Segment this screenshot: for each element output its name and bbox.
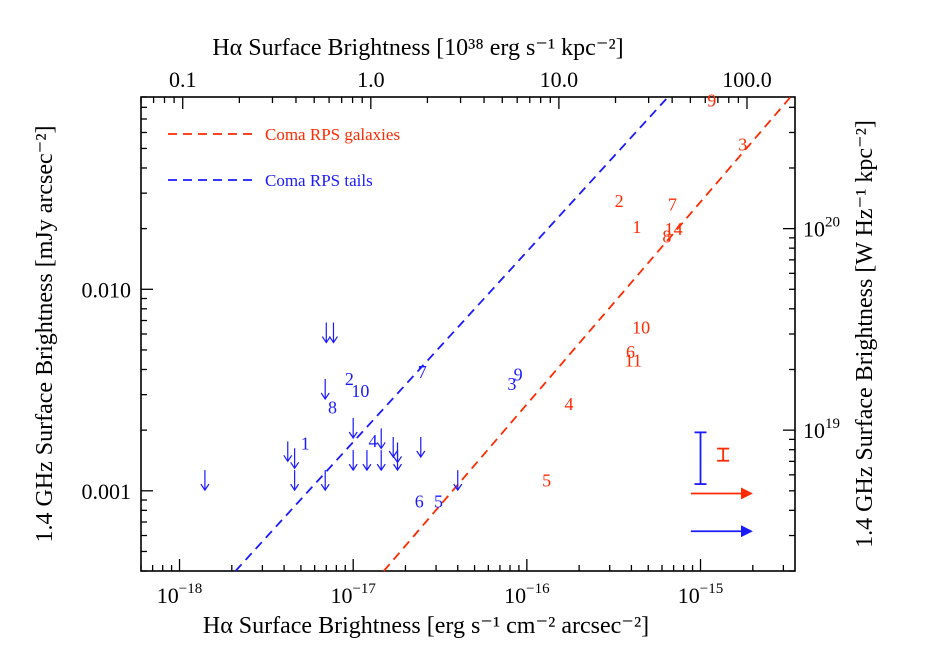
galaxy-point-7: 7: [668, 194, 677, 214]
galaxy-point-3: 3: [738, 134, 747, 154]
top-tick-label: 0.1: [169, 67, 197, 92]
bottom-tick-label: 10−15: [678, 581, 723, 608]
legend-label: Coma RPS galaxies: [265, 125, 400, 144]
galaxy-point-2: 2: [615, 191, 624, 211]
top-tick-label: 100.0: [722, 67, 772, 92]
tail-point-10: 10: [351, 381, 369, 401]
upper-limit-arrow: [376, 450, 386, 472]
plot-frame: [140, 96, 796, 572]
error-bar-galaxies: [717, 447, 730, 462]
tail-point-7: 7: [418, 362, 427, 382]
right-tick-label: 1020: [803, 215, 840, 242]
upper-limit-arrow: [290, 470, 300, 492]
right-tick-label: 1019: [803, 416, 840, 443]
top-tick-label: 10.0: [540, 67, 579, 92]
tail-point-4: 4: [368, 431, 377, 451]
upper-limit-arrow: [376, 428, 386, 450]
left-tick-label: 0.001: [82, 479, 132, 504]
y-axis-title-right: 1.4 GHz Surface Brightness [W Hz⁻¹ kpc⁻²…: [852, 120, 878, 548]
tail-point-9: 9: [514, 364, 523, 384]
fit-line-galaxies: [383, 96, 792, 572]
upper-limit-arrow: [388, 436, 398, 459]
galaxy-point-1: 1: [632, 217, 641, 237]
upper-limit-arrow: [320, 379, 330, 401]
galaxy-point-4: 4: [565, 394, 574, 414]
x-axis-title-bottom: Hα Surface Brightness [erg s⁻¹ cm⁻² arcs…: [203, 613, 649, 639]
error-bars-and-limit-arrows: [690, 431, 753, 538]
upper-limit-arrow: [328, 322, 338, 344]
y-axis-title-left: 1.4 GHz Surface Brightness [mJy arcsec⁻²…: [32, 125, 58, 542]
fit-lines: [234, 96, 792, 572]
upper-limit-arrow: [416, 436, 426, 459]
bottom-tick-label: 10−17: [330, 581, 376, 608]
galaxy-point-5: 5: [542, 470, 551, 490]
galaxy-point-10: 10: [632, 318, 650, 338]
galaxy-point-9: 9: [707, 90, 716, 110]
plot-border: [140, 96, 796, 572]
upper-limit-arrow: [290, 448, 300, 470]
upper-limit-arrow: [283, 441, 293, 463]
bottom-tick-label: 10−18: [157, 581, 202, 608]
upper-limit-arrow: [200, 470, 210, 492]
upper-limit-arrow: [393, 450, 403, 472]
legend-entry-tails: Coma RPS tails: [168, 171, 373, 190]
bottom-tick-label: 10−16: [504, 581, 550, 608]
tail-point-6: 6: [415, 491, 424, 511]
upper-limit-arrows: [200, 322, 463, 492]
legend: Coma RPS galaxies Coma RPS tails: [168, 125, 400, 190]
x-axis-title-top: Hα Surface Brightness [10³⁸ erg s⁻¹ kpc⁻…: [212, 35, 623, 61]
upper-limit-arrow: [321, 322, 331, 344]
galaxy-point-8: 8: [662, 227, 671, 247]
top-tick-label: 1.0: [357, 67, 385, 92]
tail-point-8: 8: [328, 397, 337, 417]
left-tick-label: 0.010: [82, 277, 132, 302]
galaxy-point-11: 11: [625, 350, 642, 370]
tail-point-1: 1: [301, 434, 310, 454]
tail-point-2: 2: [345, 369, 354, 389]
upper-limit-arrow: [348, 417, 358, 440]
upper-limit-arrow: [362, 450, 372, 472]
tail-point-5: 5: [434, 491, 443, 511]
galaxy-point-14: 14: [665, 219, 683, 239]
legend-label: Coma RPS tails: [265, 171, 373, 190]
upper-limit-arrow: [320, 470, 330, 492]
axis-ticks: 10−18 10−17 10−16 10−15 0.1 1.0 10.0 100.0 0.001…: [82, 67, 841, 608]
error-bar-tails: [694, 431, 707, 485]
galaxy-point-6: 6: [626, 342, 635, 362]
fit-line-tails: [234, 96, 669, 572]
upper-limit-arrow: [348, 450, 358, 472]
tail-point-3: 3: [507, 374, 516, 394]
upper-limit-arrow: [453, 470, 463, 492]
legend-entry-galaxies: Coma RPS galaxies: [168, 125, 400, 144]
